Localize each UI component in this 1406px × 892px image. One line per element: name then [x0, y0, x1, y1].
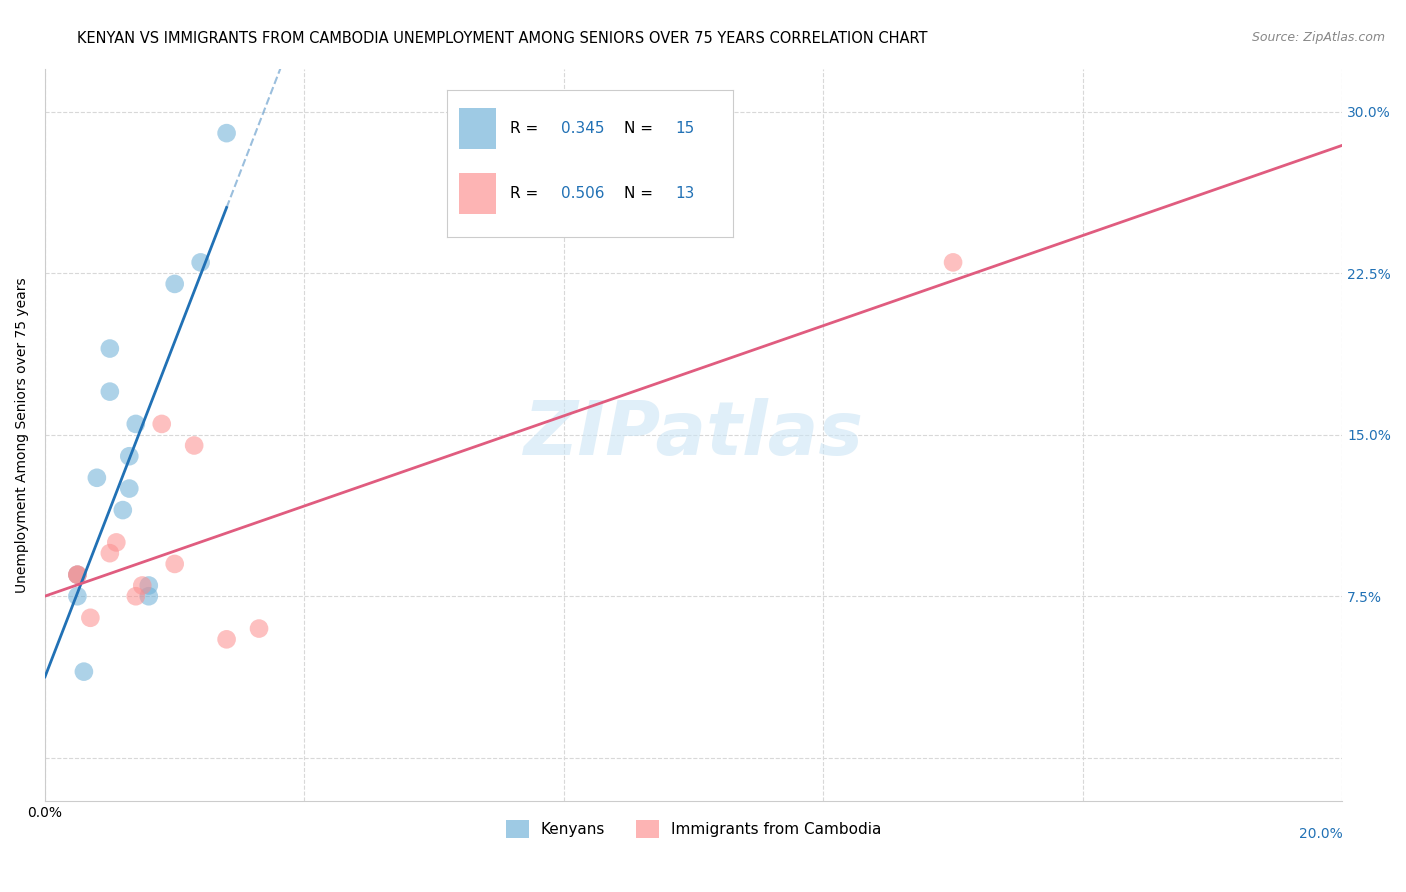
Point — [138, 578, 160, 592]
Point — [118, 449, 141, 463]
Point — [150, 417, 173, 431]
Point — [66, 567, 89, 582]
Point — [125, 589, 148, 603]
Point — [942, 255, 965, 269]
Point — [125, 417, 148, 431]
Point — [163, 277, 186, 291]
Point — [98, 342, 121, 356]
Point — [98, 384, 121, 399]
Point — [66, 567, 89, 582]
Point — [66, 567, 89, 582]
Point — [118, 482, 141, 496]
Text: KENYAN VS IMMIGRANTS FROM CAMBODIA UNEMPLOYMENT AMONG SENIORS OVER 75 YEARS CORR: KENYAN VS IMMIGRANTS FROM CAMBODIA UNEMP… — [77, 31, 928, 46]
Text: Source: ZipAtlas.com: Source: ZipAtlas.com — [1251, 31, 1385, 45]
Point — [183, 438, 205, 452]
Point — [138, 589, 160, 603]
Point — [66, 589, 89, 603]
Point — [73, 665, 96, 679]
Point — [163, 557, 186, 571]
Point — [215, 126, 238, 140]
Text: 20.0%: 20.0% — [1299, 827, 1343, 840]
Text: ZIPatlas: ZIPatlas — [523, 398, 863, 471]
Point — [215, 632, 238, 647]
Point — [247, 622, 270, 636]
Point — [105, 535, 128, 549]
Point — [190, 255, 212, 269]
Point — [86, 471, 108, 485]
Point — [79, 611, 101, 625]
Legend: Kenyans, Immigrants from Cambodia: Kenyans, Immigrants from Cambodia — [499, 814, 887, 845]
Point — [131, 578, 153, 592]
Y-axis label: Unemployment Among Seniors over 75 years: Unemployment Among Seniors over 75 years — [15, 277, 30, 592]
Point — [98, 546, 121, 560]
Point — [111, 503, 134, 517]
